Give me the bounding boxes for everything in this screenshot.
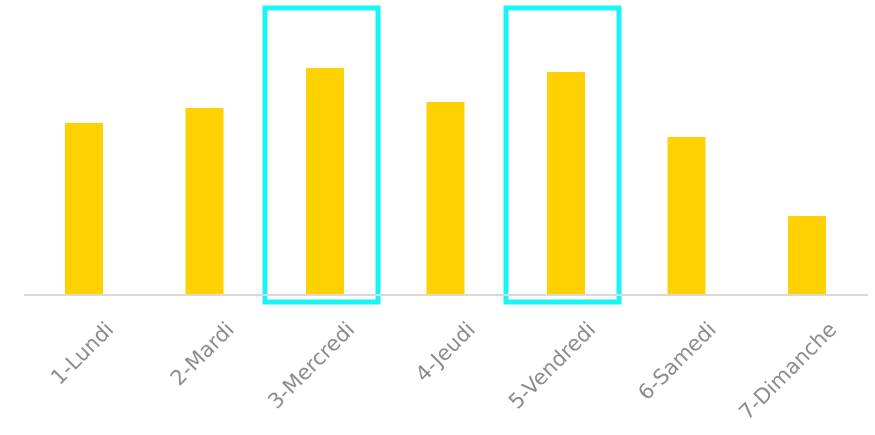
bar-3-mercredi [306, 68, 344, 295]
x-tick-label: 5-Vendredi [504, 317, 600, 413]
bar-2-mardi [185, 108, 224, 295]
x-tick-label: 4-Jeudi [411, 317, 480, 386]
highlight-boxes [262, 5, 622, 305]
x-tick-label: 1-Lundi [46, 317, 118, 389]
highlight-box-3-mercredi [262, 5, 381, 305]
bar-7-dimanche [788, 216, 826, 295]
x-tick-label: 6-Samedi [633, 317, 720, 404]
bar-5-vendredi [547, 72, 585, 295]
highlight-box-5-vendredi [503, 5, 622, 305]
bars [65, 68, 826, 295]
bar-4-jeudi [426, 102, 465, 295]
x-tick-label: 3-Mercredi [263, 317, 359, 413]
x-tick-label: 2-Mardi [166, 317, 239, 390]
x-tick-labels: 1-Lundi 2-Mardi 3-Mercredi 4-Jeudi 5-Vendred… [46, 317, 841, 424]
bar-6-samedi [667, 137, 706, 295]
bar-1-lundi [65, 123, 103, 295]
x-tick-label: 7-Dimanche [734, 317, 841, 424]
